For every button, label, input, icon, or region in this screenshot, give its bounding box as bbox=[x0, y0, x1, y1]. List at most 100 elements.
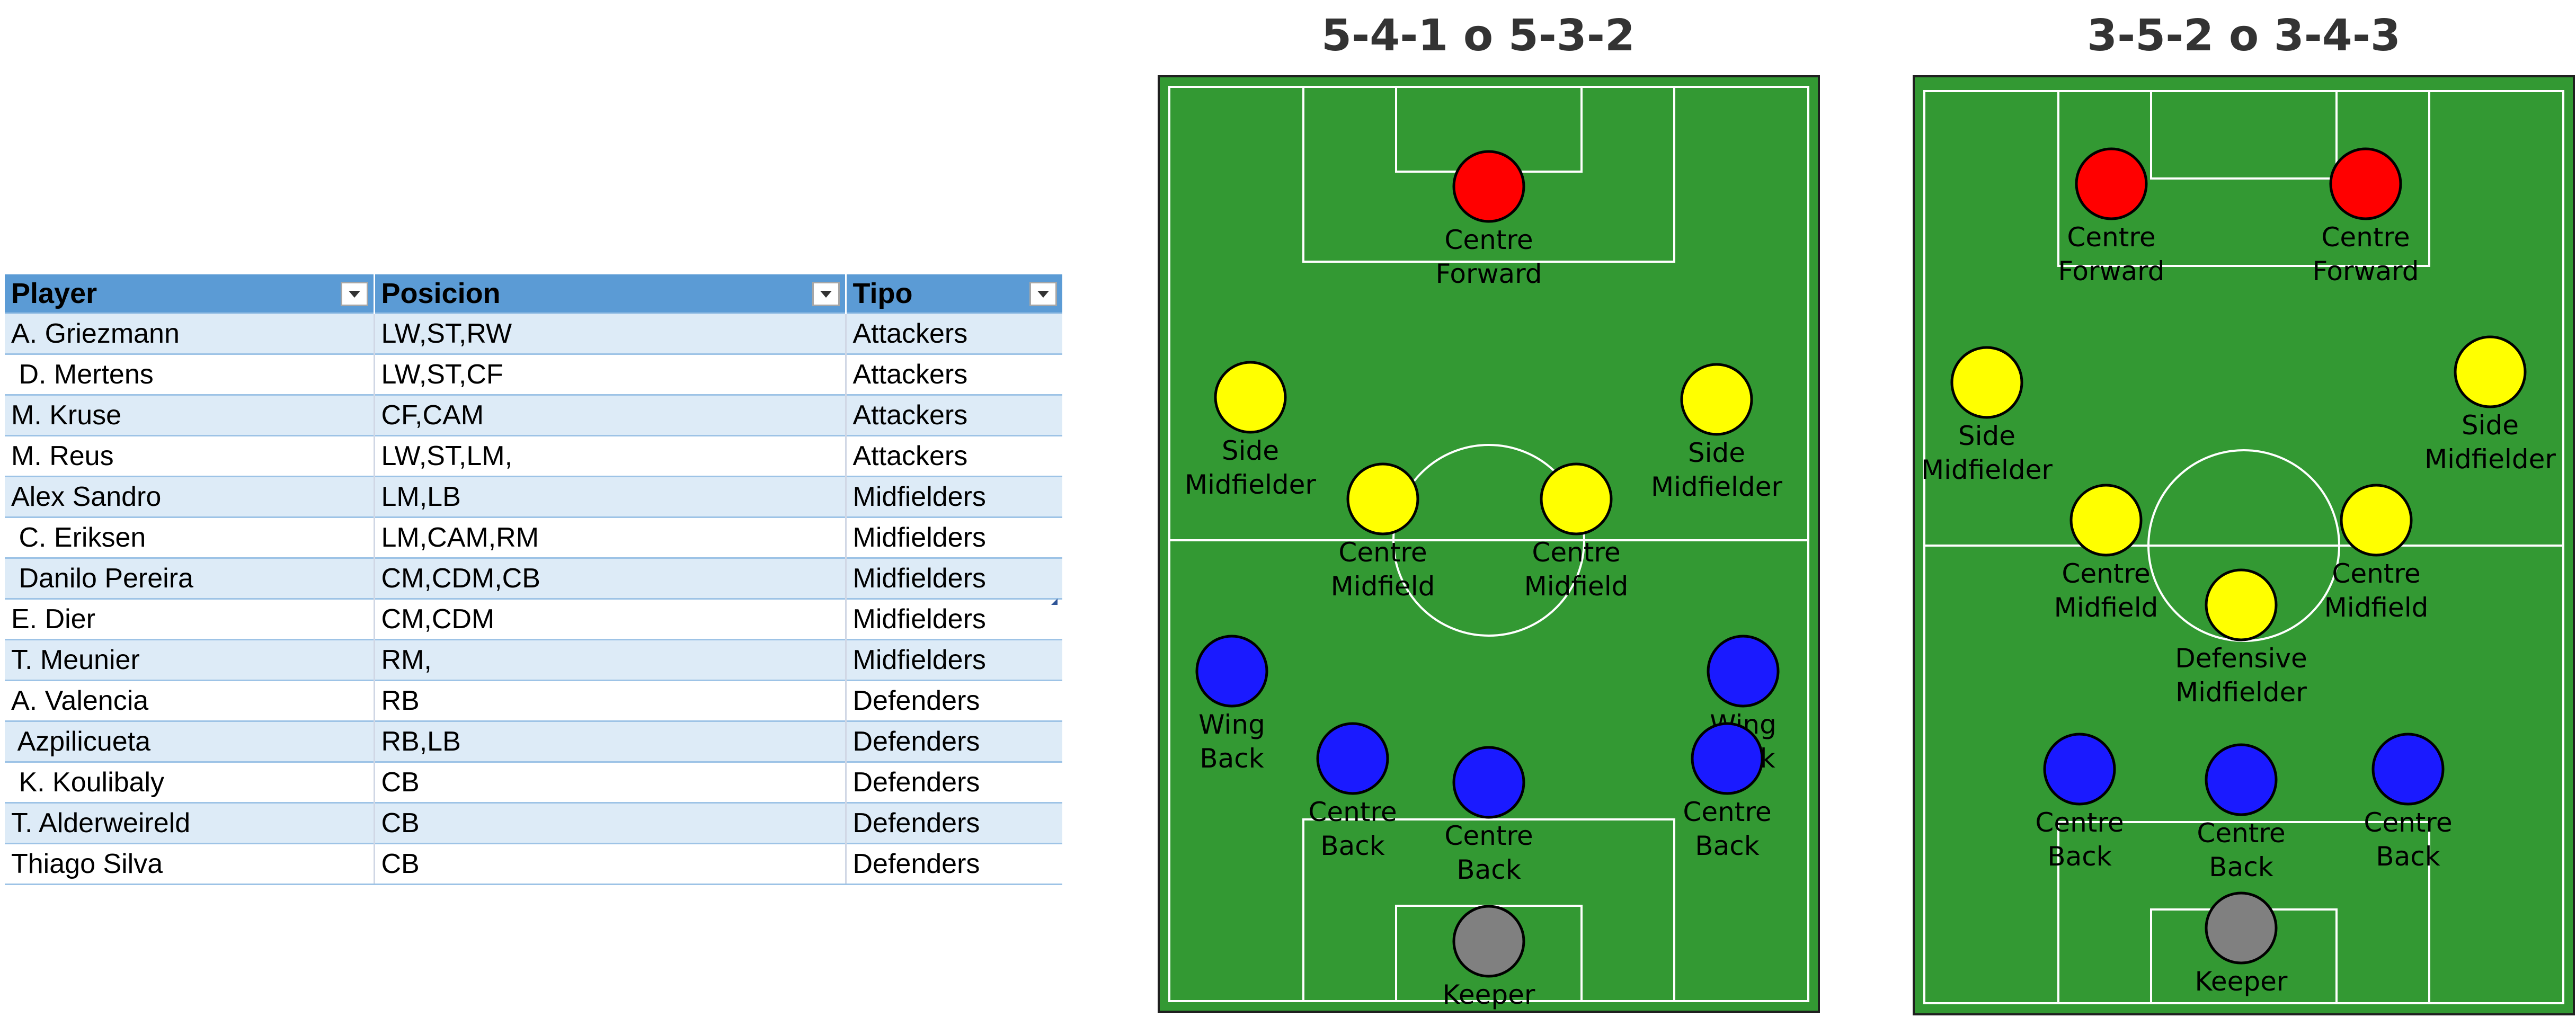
pitch-diagram: CentreForwardCentreForwardSideMidfielder… bbox=[1913, 75, 2575, 1015]
cell-player[interactable]: Azpilicueta bbox=[5, 720, 375, 762]
filter-dropdown-button[interactable] bbox=[812, 282, 840, 306]
table-resize-handle[interactable] bbox=[1051, 599, 1058, 605]
cell-player[interactable]: T. Meunier bbox=[5, 639, 375, 681]
player-circle bbox=[2340, 484, 2413, 557]
cell-player[interactable]: Danilo Pereira bbox=[5, 557, 375, 599]
cell-player[interactable]: Thiago Silva bbox=[5, 843, 375, 885]
cell-tipo[interactable]: Defenders bbox=[846, 680, 1062, 721]
cell-player[interactable]: M. Kruse bbox=[5, 394, 375, 436]
cell-player[interactable]: A. Valencia bbox=[5, 680, 375, 721]
filter-dropdown-button[interactable] bbox=[340, 282, 368, 306]
player-circle bbox=[2454, 335, 2527, 408]
cell-posicion[interactable]: RB bbox=[374, 680, 847, 721]
table-row: M. Reus LW,ST,LM, Attackers bbox=[5, 435, 1062, 477]
player-role-label: Midfield bbox=[1524, 571, 1629, 602]
player-circle bbox=[1452, 150, 1525, 223]
cell-posicion[interactable]: CB bbox=[374, 802, 847, 844]
filter-dropdown-button[interactable] bbox=[1029, 282, 1057, 306]
player-role-label: Centre bbox=[2364, 807, 2452, 838]
player-role-label: Forward bbox=[2312, 256, 2419, 287]
player-role-label: Centre bbox=[1444, 820, 1533, 851]
cell-posicion[interactable]: CF,CAM bbox=[374, 394, 847, 436]
column-header-label: Player bbox=[11, 278, 97, 309]
player-circle bbox=[2205, 568, 2278, 641]
cell-posicion[interactable]: LW,ST,RW bbox=[374, 313, 847, 354]
cell-tipo[interactable]: Attackers bbox=[846, 353, 1062, 395]
cell-tipo[interactable]: Midfielders bbox=[846, 516, 1062, 558]
cell-player[interactable]: C. Eriksen bbox=[5, 516, 375, 558]
player-circle bbox=[1950, 346, 2023, 419]
player-role-label: Centre bbox=[2067, 222, 2155, 253]
player-role-label: Back bbox=[1695, 831, 1759, 861]
formation-title-2: 3-5-2 o 3-4-3 bbox=[2087, 11, 2401, 61]
cell-player[interactable]: M. Reus bbox=[5, 435, 375, 477]
table-row: E. Dier CM,CDM Midfielders bbox=[5, 598, 1062, 640]
table-row: Danilo Pereira CM,CDM,CB Midfielders bbox=[5, 557, 1062, 599]
cell-posicion[interactable]: CM,CDM bbox=[374, 598, 847, 640]
cell-posicion[interactable]: LW,ST,CF bbox=[374, 353, 847, 395]
player-circle bbox=[1691, 722, 1764, 795]
cell-tipo[interactable]: Attackers bbox=[846, 394, 1062, 436]
cell-posicion[interactable]: CB bbox=[374, 843, 847, 885]
cell-player[interactable]: E. Dier bbox=[5, 598, 375, 640]
cell-tipo[interactable]: Defenders bbox=[846, 720, 1062, 762]
cell-tipo[interactable]: Midfielders bbox=[846, 557, 1062, 599]
cell-tipo[interactable]: Midfielders bbox=[846, 639, 1062, 681]
player-circle bbox=[2075, 147, 2148, 220]
cell-tipo[interactable]: Midfielders bbox=[846, 476, 1062, 518]
cell-tipo[interactable]: Midfielders bbox=[846, 598, 1062, 640]
player-role-label: Back bbox=[1320, 831, 1384, 861]
table-row: A. Valencia RB Defenders bbox=[5, 680, 1062, 721]
cell-posicion[interactable]: CB bbox=[374, 761, 847, 803]
player-role-label: Midfielder bbox=[2424, 444, 2556, 475]
player-role-label: Centre bbox=[1444, 225, 1533, 255]
cell-tipo[interactable]: Attackers bbox=[846, 313, 1062, 354]
cell-posicion[interactable]: LM,CAM,RM bbox=[374, 516, 847, 558]
table-row: T. Alderweireld CB Defenders bbox=[5, 802, 1062, 844]
cell-player[interactable]: Alex Sandro bbox=[5, 476, 375, 518]
cell-player[interactable]: K. Koulibaly bbox=[5, 761, 375, 803]
cell-player[interactable]: D. Mertens bbox=[5, 353, 375, 395]
table-row: Alex Sandro LM,LB Midfielders bbox=[5, 476, 1062, 518]
cell-tipo[interactable]: Defenders bbox=[846, 802, 1062, 844]
player-role-label: Side bbox=[2462, 410, 2519, 441]
player-marker-keeper: Keeper bbox=[1443, 905, 1535, 1010]
table-row: D. Mertens LW,ST,CF Attackers bbox=[5, 353, 1062, 395]
cell-posicion[interactable]: RB,LB bbox=[374, 720, 847, 762]
column-header-posicion: Posicion bbox=[374, 274, 847, 314]
player-role-label: Midfielder bbox=[1185, 469, 1316, 500]
cell-posicion[interactable]: LW,ST,LM, bbox=[374, 435, 847, 477]
cell-posicion[interactable]: RM, bbox=[374, 639, 847, 681]
player-circle bbox=[2205, 743, 2278, 816]
player-circle bbox=[1540, 462, 1613, 536]
cell-posicion[interactable]: CM,CDM,CB bbox=[374, 557, 847, 599]
cell-tipo[interactable]: Defenders bbox=[846, 761, 1062, 803]
cell-player[interactable]: A. Griezmann bbox=[5, 313, 375, 354]
cell-posicion[interactable]: LM,LB bbox=[374, 476, 847, 518]
player-role-label: Centre bbox=[2062, 558, 2150, 589]
cell-player[interactable]: T. Alderweireld bbox=[5, 802, 375, 844]
player-role-label: Back bbox=[1456, 854, 1521, 885]
player-circle bbox=[1707, 635, 1780, 708]
player-circle bbox=[2069, 484, 2143, 557]
player-role-label: Forward bbox=[2058, 256, 2164, 287]
player-role-label: Centre bbox=[1532, 537, 1620, 568]
player-table-region: Player Posicion Tipo A. Griezmann LW,ST,R… bbox=[5, 274, 1062, 885]
cell-tipo[interactable]: Defenders bbox=[846, 843, 1062, 885]
cell-tipo[interactable]: Attackers bbox=[846, 435, 1062, 477]
player-role-label: Centre bbox=[2321, 222, 2410, 253]
